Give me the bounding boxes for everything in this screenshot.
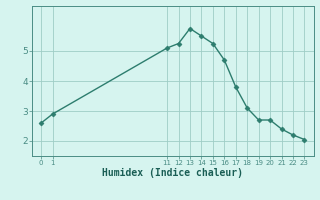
- X-axis label: Humidex (Indice chaleur): Humidex (Indice chaleur): [102, 168, 243, 178]
